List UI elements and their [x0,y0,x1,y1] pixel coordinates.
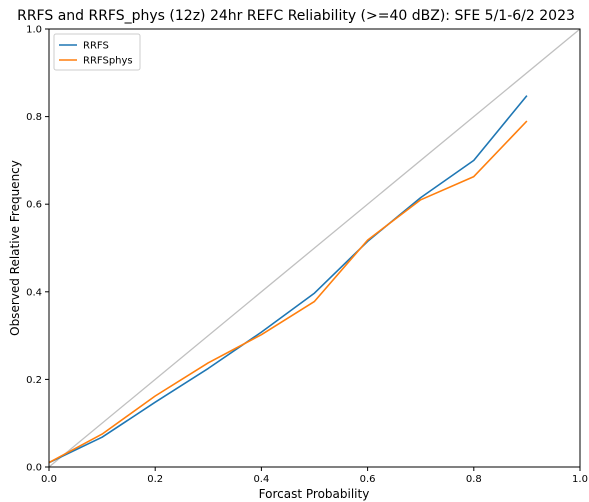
x-tick-label: 0.0 [41,474,57,485]
x-axis-label: Forcast Probability [259,487,370,501]
x-tick-label: 0.2 [147,474,163,485]
y-tick-label: 0.4 [26,287,42,298]
x-tick-label: 0.8 [466,474,482,485]
legend-label-rrfs: RRFS [83,41,109,52]
y-tick-label: 1.0 [26,25,42,36]
series-line-rrfs [48,95,528,464]
x-tick-label: 1.0 [572,474,588,485]
chart-title: RRFS and RRFS_phys (12z) 24hr REFC Relia… [17,8,575,24]
y-tick-label: 0.2 [26,375,42,386]
perfect-reliability-line [48,28,581,468]
y-tick-label: 0.0 [26,463,42,474]
series-line-rrfsphys [48,120,528,464]
legend-box [53,33,141,71]
plot-area: 0.0 0.2 0.4 0.6 0.8 1.0 0.0 0.2 0.4 0.6 0.8 1.0 RRFS… [26,25,588,486]
x-tick-label: 0.4 [253,474,269,485]
legend: RRFS RRFSphys [53,33,141,71]
plot-frame [48,28,581,468]
y-tick-label: 0.6 [26,200,42,211]
y-tick-label: 0.8 [26,112,42,123]
y-axis-label: Observed Relative Frequency [8,160,22,336]
legend-label-rrfsphys: RRFSphys [83,56,133,67]
x-tick-label: 0.6 [360,474,376,485]
